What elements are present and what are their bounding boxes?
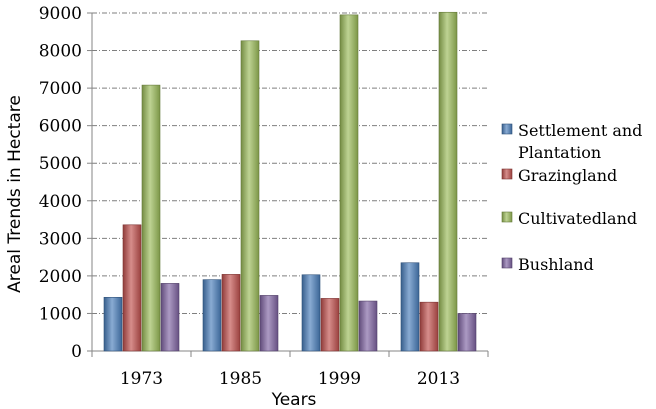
bar [419,301,439,352]
bars [103,11,477,352]
x-axis-title: Years [271,390,317,409]
y-tick-label: 4000 [39,192,82,212]
bar [457,313,477,352]
y-axis-title: Areal Trends in Hectare [5,95,25,293]
legend-label: Grazingland [518,166,617,185]
bar [160,283,180,352]
y-tick-label: 2000 [39,267,82,287]
y-tick-label: 0 [71,342,82,362]
bar [339,14,359,352]
bar [221,274,241,352]
y-tick-label: 1000 [39,304,82,324]
y-tick-label: 5000 [39,154,82,174]
bar [240,40,260,352]
legend-marker [501,211,513,223]
legend-label: Bushland [518,255,594,274]
tick-labels: 0 1000 2000 3000 4000 5000 6000 7000 8000 9000 197… [39,4,460,389]
y-tick-label: 3000 [39,229,82,249]
x-tick-label: 1999 [318,369,361,389]
bar [358,300,378,352]
gridlines [92,12,488,314]
y-tick-label: 9000 [39,4,82,24]
legend-marker [501,168,513,180]
bar [259,295,279,352]
bar [202,279,222,352]
legend-label: Settlement and Plantation [518,121,642,162]
bar [438,11,458,352]
bar [320,298,340,352]
bar [400,262,420,352]
legend-marker [501,123,513,135]
legend-label: Cultivatedland [518,209,637,228]
y-tick-label: 6000 [39,117,82,137]
y-tick-label: 8000 [39,42,82,62]
x-tick-label: 1973 [120,369,163,389]
bar [141,84,161,352]
bar [103,296,123,352]
legend-marker [501,257,513,269]
x-tick-label: 2013 [417,369,460,389]
y-tick-label: 7000 [39,79,82,99]
bar [301,274,321,352]
legend: Settlement and Plantation Grazingland Culti… [501,121,642,274]
bar [122,224,142,352]
x-tick-label: 1985 [219,369,262,389]
